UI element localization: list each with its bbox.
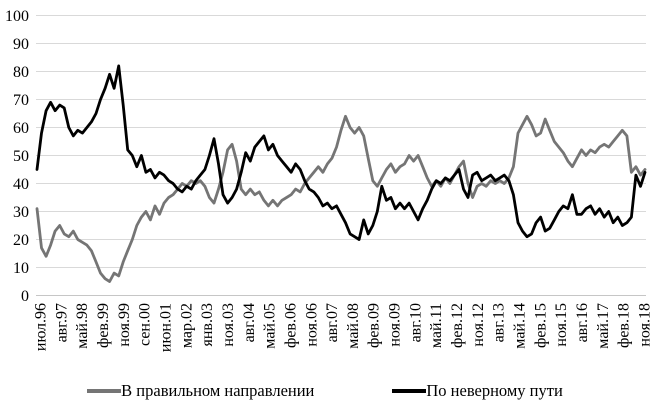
x-axis-tick-label: ноя.15: [553, 303, 570, 347]
x-axis-tick-label: авг.16: [574, 303, 591, 342]
x-axis-tick-label: май.08: [345, 303, 362, 349]
x-axis-tick-label: фев.15: [532, 303, 549, 348]
legend-label-right-direction: В правильном направлении: [121, 380, 315, 400]
x-axis-tick-label: май.14: [512, 303, 529, 349]
series-line-right-direction: [35, 114, 647, 283]
x-axis-tick-label: фев.99: [95, 303, 112, 348]
x-axis-tick-label: май.98: [74, 303, 91, 349]
y-axis-tick-label: 10: [13, 260, 29, 277]
x-axis-tick-label: ноя.12: [470, 303, 487, 347]
x-axis-tick-label: мар.02: [178, 303, 195, 348]
x-axis-tick-label: фев.18: [616, 303, 633, 348]
y-axis-tick-label: 100: [5, 8, 29, 25]
x-axis-tick-label: июн.01: [157, 303, 174, 352]
x-axis-tick-label: май.11: [428, 303, 445, 348]
x-axis-tick-label: авг.10: [407, 303, 424, 342]
y-axis-tick-label: 90: [13, 36, 29, 53]
legend-item-wrong-path: По неверному пути: [392, 380, 563, 400]
plot-area: 0 10 20 30 40 50 60 70 80 90 100 июл.96 авг.97 май.98…: [5, 8, 650, 352]
y-axis-tick-label: 60: [13, 120, 29, 137]
y-axis-tick-label: 80: [13, 64, 29, 81]
y-axis-tick-label: 30: [13, 204, 29, 221]
legend-item-right-direction: В правильном направлении: [87, 380, 315, 400]
y-axis-tick-label: 50: [13, 148, 29, 165]
y-axis-tick-label: 70: [13, 92, 29, 109]
x-axis-tick-label: июл.96: [33, 303, 50, 351]
legend-line-swatch-gray: [87, 388, 122, 393]
x-axis-tick-label: ноя.06: [303, 303, 320, 347]
chart-legend: В правильном направлении По неверному пу…: [0, 380, 650, 400]
y-axis-tick-label: 40: [13, 176, 29, 193]
x-axis-tick-label: фев.09: [366, 303, 383, 348]
x-axis-tick-label: фев.12: [449, 303, 466, 348]
series-line-wrong-path: [35, 64, 647, 241]
x-axis-tick-label: авг.13: [491, 303, 508, 342]
x-axis-tick-label: ноя.99: [116, 303, 133, 347]
x-axis-tick-label: май.17: [595, 303, 612, 349]
x-axis-tick-label: май.05: [262, 303, 279, 349]
x-axis-tick-label: сен.00: [137, 303, 154, 346]
x-axis-tick-label: фев.06: [282, 303, 299, 348]
x-axis-tick-label: ноя.03: [220, 303, 237, 347]
x-axis-tick-label: янв.03: [199, 303, 216, 346]
x-axis-tick-label: ноя.09: [387, 303, 404, 347]
x-axis-tick-label: авг.04: [241, 303, 258, 342]
y-axis-tick-label: 0: [21, 288, 29, 305]
x-axis-tick-label: авг.97: [53, 303, 70, 342]
legend-line-swatch-black: [392, 388, 427, 393]
y-axis-tick-label: 20: [13, 232, 29, 249]
x-axis-tick-label: ноя.18: [637, 303, 650, 347]
x-axis-tick-label: авг.07: [324, 303, 341, 342]
legend-label-wrong-path: По неверному пути: [426, 380, 563, 400]
